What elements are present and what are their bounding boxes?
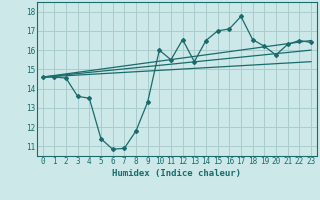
- X-axis label: Humidex (Indice chaleur): Humidex (Indice chaleur): [112, 169, 241, 178]
